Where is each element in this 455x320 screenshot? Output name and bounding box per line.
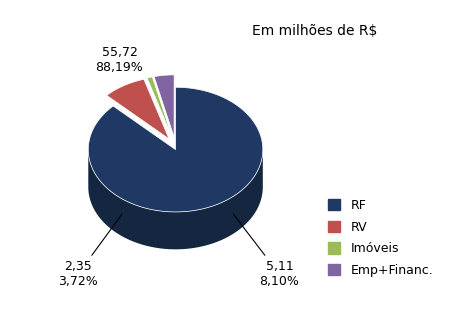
Polygon shape [88,148,263,249]
Text: 55,72
88,19%: 55,72 88,19% [96,46,143,74]
Text: Em milhões de R$: Em milhões de R$ [252,24,378,38]
Text: 2,35
3,72%: 2,35 3,72% [58,214,122,288]
Text: 5,11
8,10%: 5,11 8,10% [233,214,299,288]
Polygon shape [147,77,172,138]
Legend: RF, RV, Imóveis, Emp+Financ.: RF, RV, Imóveis, Emp+Financ. [323,194,438,282]
Polygon shape [107,79,169,139]
Polygon shape [154,75,174,137]
Polygon shape [88,87,263,212]
